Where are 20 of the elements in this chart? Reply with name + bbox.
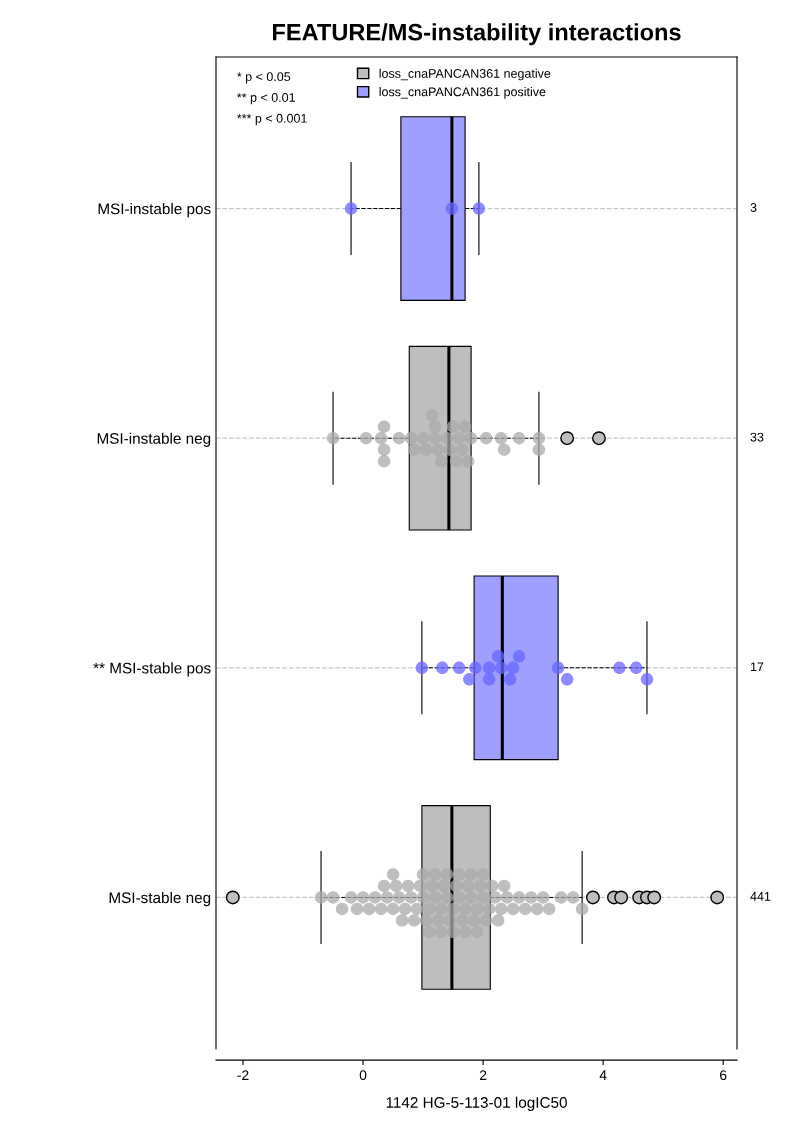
annotation: *** p < 0.001 [237,113,307,126]
legend-label: loss_cnaPANCAN361 negative [379,68,551,81]
text: 33 [750,432,764,442]
x-tick-label: -2 [237,1070,249,1080]
annotation: * p < 0.05 [237,72,291,84]
text: 3 [750,203,757,212]
text: 17 [750,662,764,672]
x-tick-label: 4 [599,1070,607,1080]
x-tick-label: 6 [720,1070,727,1081]
y-tick-label: ** MSI-stable pos [93,662,211,677]
y-tick-label: MSI-instable pos [98,203,211,218]
x-tick-label: 2 [479,1070,487,1080]
y-tick-label: MSI-stable neg [109,891,211,907]
text: 441 [750,892,771,901]
x-axis-title: 1142 HG-5-113-01 logIC50 [386,1096,567,1111]
y-tick-label: MSI-instable neg [97,432,211,447]
legend-label: loss_cnaPANCAN361 positive [379,87,546,99]
chart-title: FEATURE/MS-instability interactions [273,23,681,46]
x-tick-label: 0 [359,1070,367,1081]
annotation: ** p < 0.01 [237,93,295,105]
